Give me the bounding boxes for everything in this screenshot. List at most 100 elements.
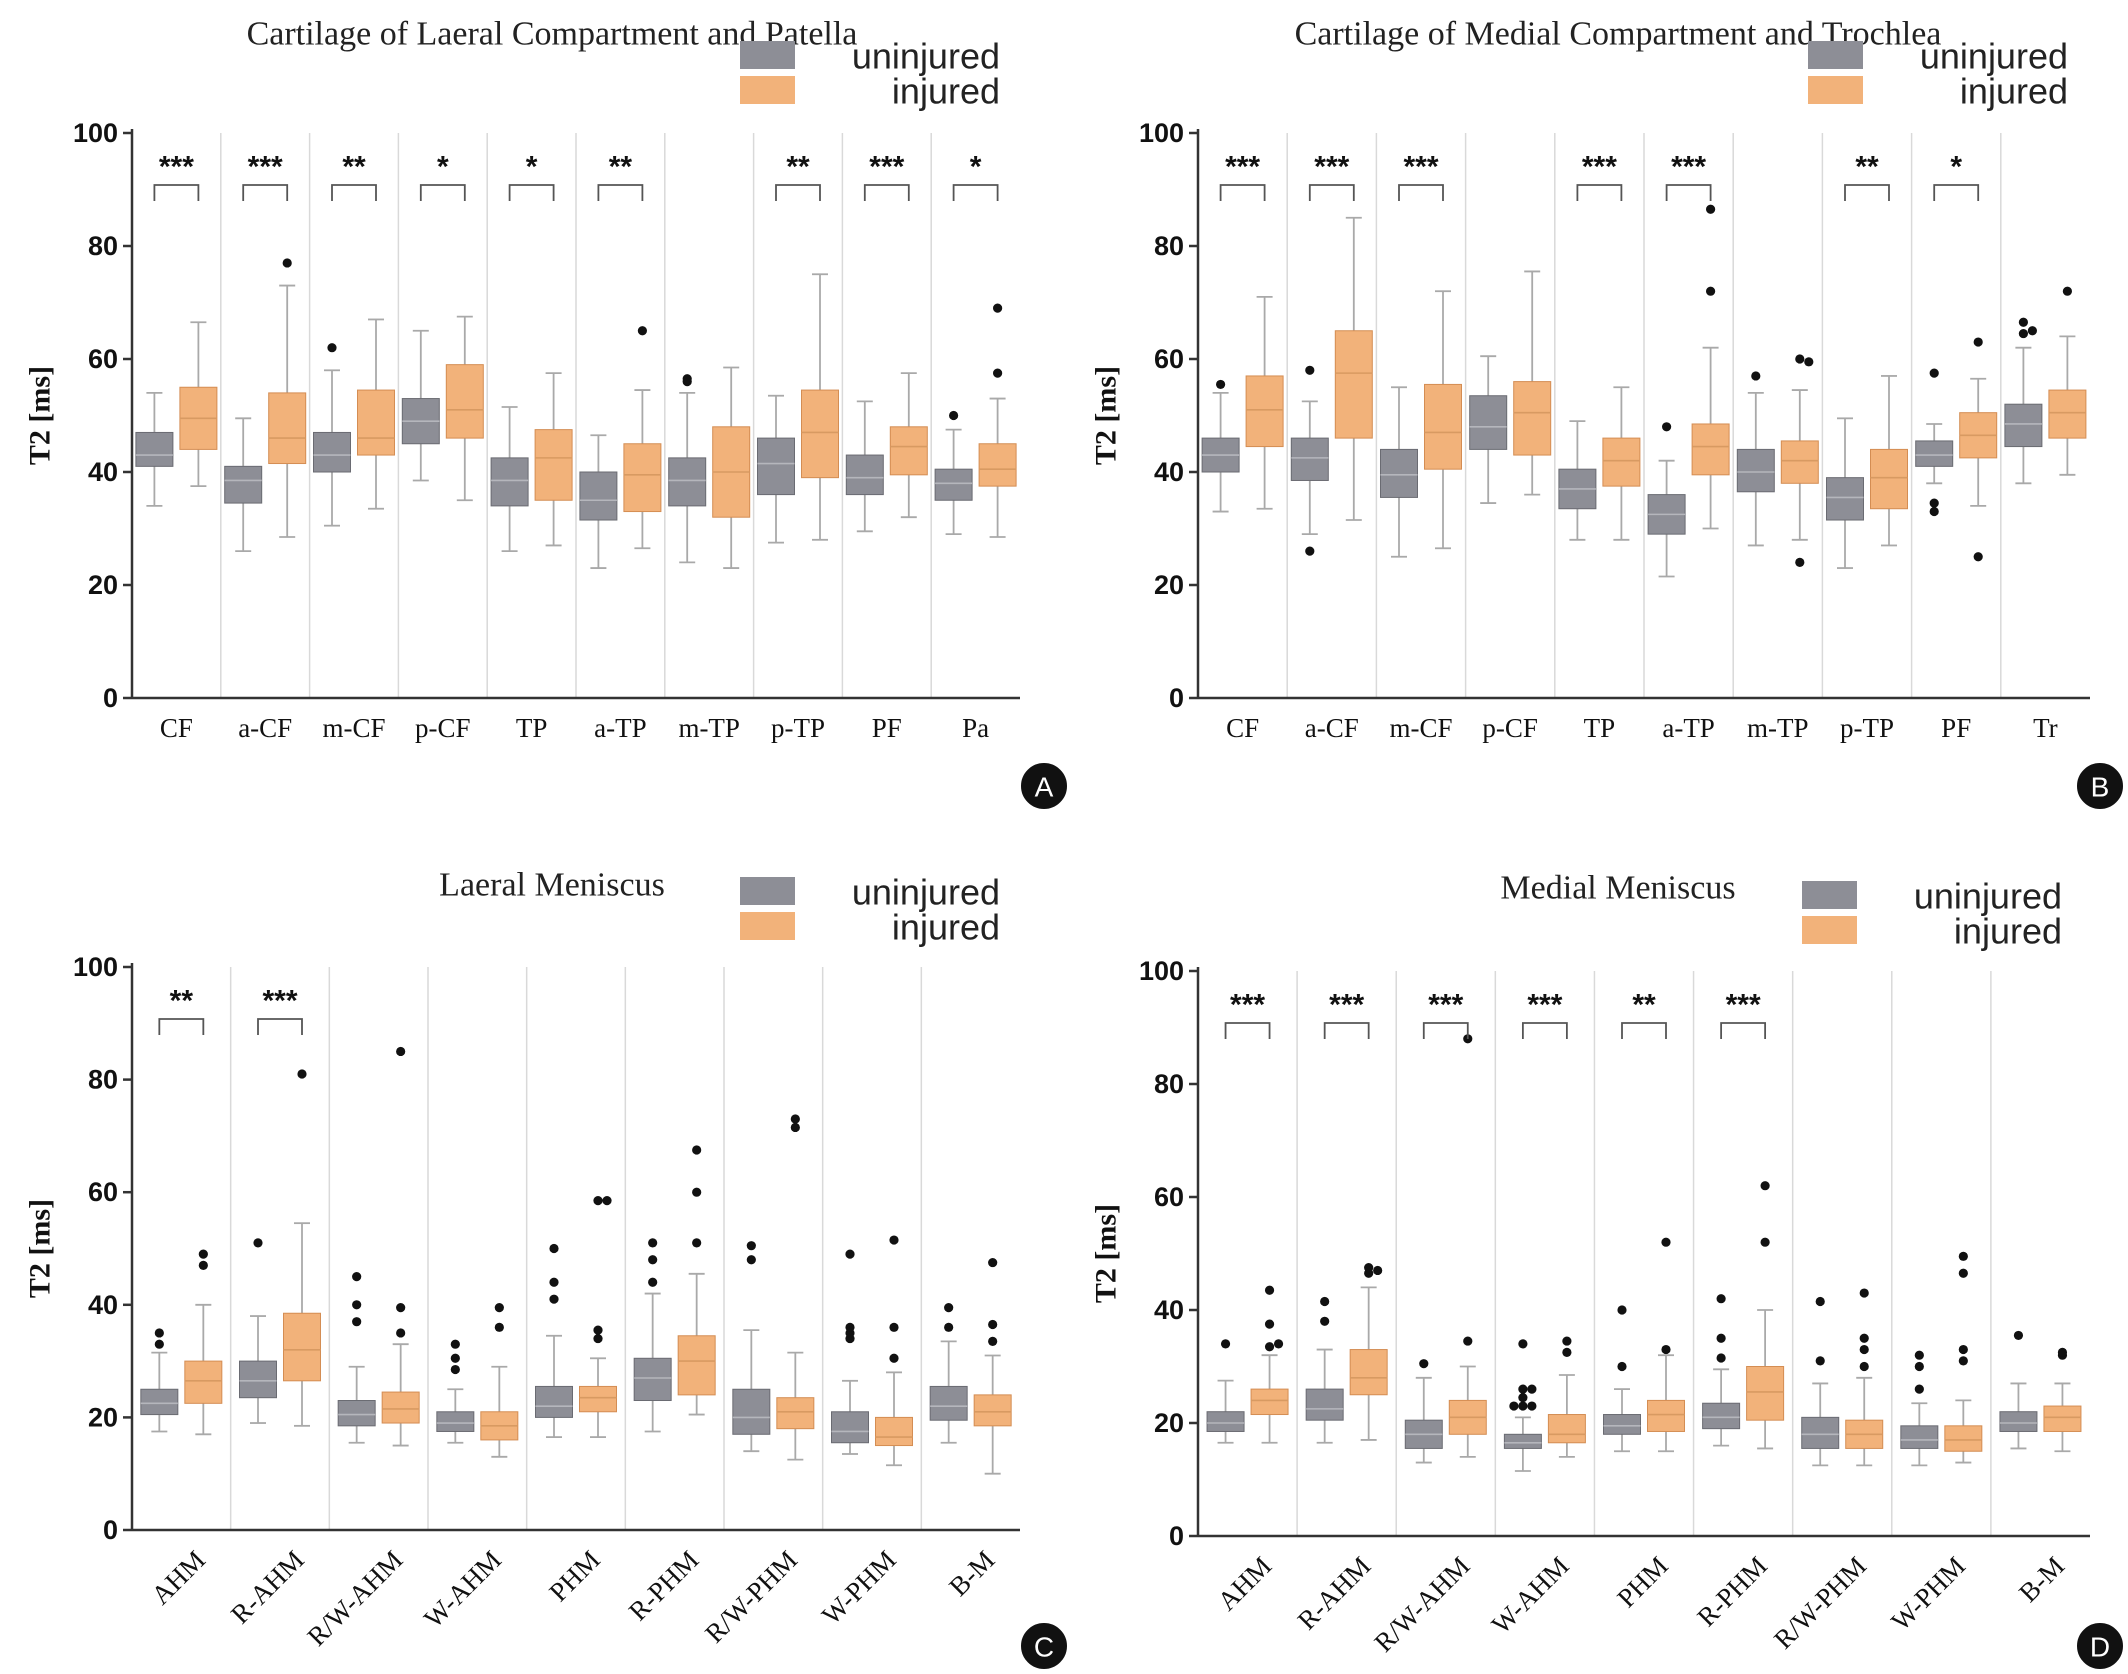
outlier-point — [1751, 371, 1761, 381]
category-tp: * TP — [490, 151, 573, 743]
outlier-point — [1795, 557, 1805, 568]
outlier-point — [845, 1322, 855, 1332]
outlier-point — [1617, 1361, 1627, 1372]
outlier-point — [282, 258, 292, 268]
outlier-point — [1518, 1339, 1528, 1349]
legend-swatch-uninjured — [740, 41, 795, 69]
box-uninjured-a-tp — [1647, 422, 1686, 578]
box-injured-phm — [1647, 1237, 1685, 1453]
legend-label-uninjured: uninjured — [1914, 876, 2062, 917]
legend-label-injured: injured — [892, 907, 1000, 948]
y-tick-label: 60 — [88, 344, 118, 374]
outlier-point — [944, 1322, 954, 1332]
outlier-point — [593, 1325, 603, 1335]
legend-swatch-uninjured — [740, 877, 795, 905]
box-iqr — [579, 1385, 617, 1413]
outlier-point — [549, 1243, 559, 1254]
box-injured-cf — [1245, 295, 1284, 510]
category-p-cf: p-CF — [1469, 270, 1552, 743]
box-injured-w-phm — [875, 1235, 913, 1467]
category-r-w-ahm: *** R/W-AHM — [1368, 989, 1487, 1658]
category-r-w-phm: R/W-PHM — [1768, 1288, 1884, 1655]
legend-swatch-injured — [740, 76, 795, 104]
box-uninjured-w-phm — [831, 1249, 869, 1455]
box-injured-w-ahm — [480, 1303, 519, 1458]
significance-stars: *** — [1671, 151, 1706, 184]
significance-stars: *** — [1230, 989, 1265, 1022]
box-injured-p-cf — [445, 315, 484, 502]
category-b-m: B-M — [1999, 1330, 2082, 1608]
box-iqr — [633, 1357, 672, 1402]
box-iqr — [1915, 440, 1954, 467]
chart-title: Medial Meniscus — [1500, 870, 1735, 907]
category-a-tp: ** a-TP — [579, 151, 662, 743]
outlier-point — [692, 1238, 702, 1248]
outlier-point — [1914, 1361, 1924, 1372]
box-uninjured-r-phm — [1702, 1294, 1741, 1447]
outlier-point — [1527, 1384, 1537, 1394]
significance-stars: *** — [1582, 151, 1617, 184]
box-iqr — [1780, 440, 1819, 484]
box-injured-tr — [2048, 286, 2087, 476]
x-tick-label: p-TP — [1840, 713, 1894, 743]
outlier-point — [1716, 1294, 1726, 1304]
legend-label-uninjured: uninjured — [1920, 36, 2068, 77]
box-iqr — [1702, 1402, 1741, 1430]
outlier-point — [1958, 1356, 1968, 1366]
box-iqr — [831, 1411, 869, 1444]
category-m-tp: m-TP — [668, 366, 751, 743]
outlier-point — [1320, 1316, 1330, 1326]
category-a-cf: *** a-CF — [224, 151, 307, 743]
significance-bracket — [1308, 184, 1355, 201]
outlier-point — [1305, 546, 1315, 556]
box-iqr — [283, 1312, 321, 1382]
box-iqr — [934, 468, 973, 501]
significance-stars: *** — [1527, 989, 1562, 1022]
significance-bracket — [419, 184, 466, 201]
outlier-point — [1760, 1237, 1770, 1247]
outlier-point — [1804, 357, 1814, 367]
box-uninjured-r-phm — [633, 1238, 672, 1433]
category-m-cf: *** m-CF — [1380, 151, 1462, 743]
outlier-point — [1264, 1319, 1275, 1329]
box-uninjured-phm — [535, 1243, 573, 1439]
outlier-point — [1216, 379, 1226, 390]
box-iqr — [2043, 1405, 2082, 1432]
panel-letter-badge: C — [1019, 1621, 1069, 1671]
y-tick-label: 60 — [1154, 1182, 1184, 1212]
significance-stars: *** — [248, 151, 283, 184]
x-tick-label: a-TP — [1662, 713, 1714, 743]
outlier-point — [154, 1328, 164, 1338]
x-tick-label: B-M — [2013, 1551, 2070, 1608]
significance-bracket — [1422, 1022, 1469, 1039]
box-iqr — [845, 454, 884, 496]
box-iqr — [757, 437, 795, 496]
significance-stars: * — [1950, 151, 1962, 184]
outlier-point — [1716, 1353, 1726, 1363]
panel-letter-badge: D — [2075, 1621, 2125, 1671]
box-uninjured-pf — [1915, 368, 1954, 517]
box-uninjured-pf — [845, 400, 884, 533]
legend-swatch-injured — [1808, 76, 1863, 104]
box-iqr — [677, 1335, 716, 1396]
x-tick-label: PF — [1941, 713, 1971, 743]
outlier-point — [549, 1294, 559, 1304]
outlier-point — [1373, 1265, 1383, 1276]
box-injured-a-cf — [268, 258, 307, 538]
x-tick-label: B-M — [943, 1545, 1000, 1602]
significance-stars: ** — [170, 985, 194, 1018]
x-tick-label: PHM — [1611, 1551, 1674, 1614]
outlier-point — [1220, 1339, 1231, 1349]
significance-bracket — [508, 184, 555, 201]
panel-letter-circle — [2075, 1621, 2125, 1671]
box-iqr — [135, 431, 174, 467]
legend-label-uninjured: uninjured — [852, 872, 1000, 913]
box-uninjured-a-tp — [579, 434, 618, 569]
significance-stars: ** — [1855, 151, 1879, 184]
x-tick-label: R-PHM — [1691, 1551, 1773, 1633]
y-tick-label: 0 — [103, 1515, 118, 1545]
outlier-point — [1859, 1288, 1869, 1298]
